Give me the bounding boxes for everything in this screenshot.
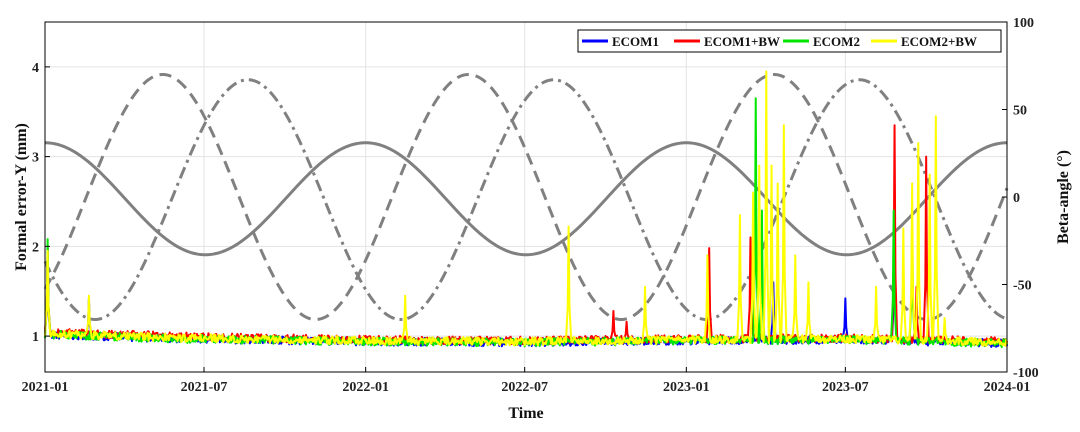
- x-tick-label: 2024-01: [984, 380, 1031, 395]
- formal-error-lines: [44, 70, 1008, 349]
- beta-angle-lines: [43, 72, 1009, 322]
- legend-label: ECOM1: [612, 34, 659, 49]
- x-tick-label: 2021-07: [181, 380, 228, 395]
- y-right-tick-label: 0: [1013, 191, 1020, 206]
- y-left-tick-label: 3: [32, 151, 39, 166]
- tick-labels: 2021-01 2021-07 2022-01 2022-07 2023-01 2023-…: [22, 16, 1039, 395]
- y-left-tick-label: 4: [32, 61, 39, 76]
- y-left-tick-label: 2: [32, 240, 39, 255]
- grid: [44, 22, 1008, 372]
- y-axis-right-label: Beta-angle (°): [1055, 150, 1072, 244]
- legend-label: ECOM1+BW: [704, 34, 780, 49]
- series-ecom2-line: [44, 97, 1008, 349]
- x-tick-label: 2022-01: [342, 380, 389, 395]
- legend: ECOM1 ECOM1+BW ECOM2 ECOM2+BW: [577, 29, 1002, 53]
- y-right-tick-label: -100: [1013, 366, 1039, 381]
- y-axis-left-label: Formal error-Y (mm): [13, 123, 30, 271]
- x-axis-label: Time: [508, 405, 543, 422]
- y-right-tick-label: 50: [1013, 104, 1027, 119]
- legend-label: ECOM2: [813, 34, 860, 49]
- x-tick-label: 2023-07: [822, 380, 869, 395]
- series-ecom1-line: [44, 218, 1008, 348]
- legend-label: ECOM2+BW: [901, 34, 977, 49]
- y-left-tick-label: 1: [32, 330, 39, 345]
- x-tick-label: 2021-01: [22, 380, 69, 395]
- plot-frame: [44, 21, 1008, 373]
- series-ecom1-plus-bw-line: [44, 124, 1008, 347]
- beta-dashed-line: [43, 72, 1009, 322]
- y-right-tick-label: -50: [1013, 279, 1032, 294]
- series-ecom2-plus-bw-line: [44, 70, 1008, 347]
- beta-dashdot-line: [43, 78, 1008, 322]
- x-tick-label: 2023-01: [663, 380, 710, 395]
- beta-solid-line: [44, 141, 1008, 257]
- y-right-tick-label: 100: [1013, 16, 1034, 31]
- x-tick-label: 2022-07: [501, 380, 548, 395]
